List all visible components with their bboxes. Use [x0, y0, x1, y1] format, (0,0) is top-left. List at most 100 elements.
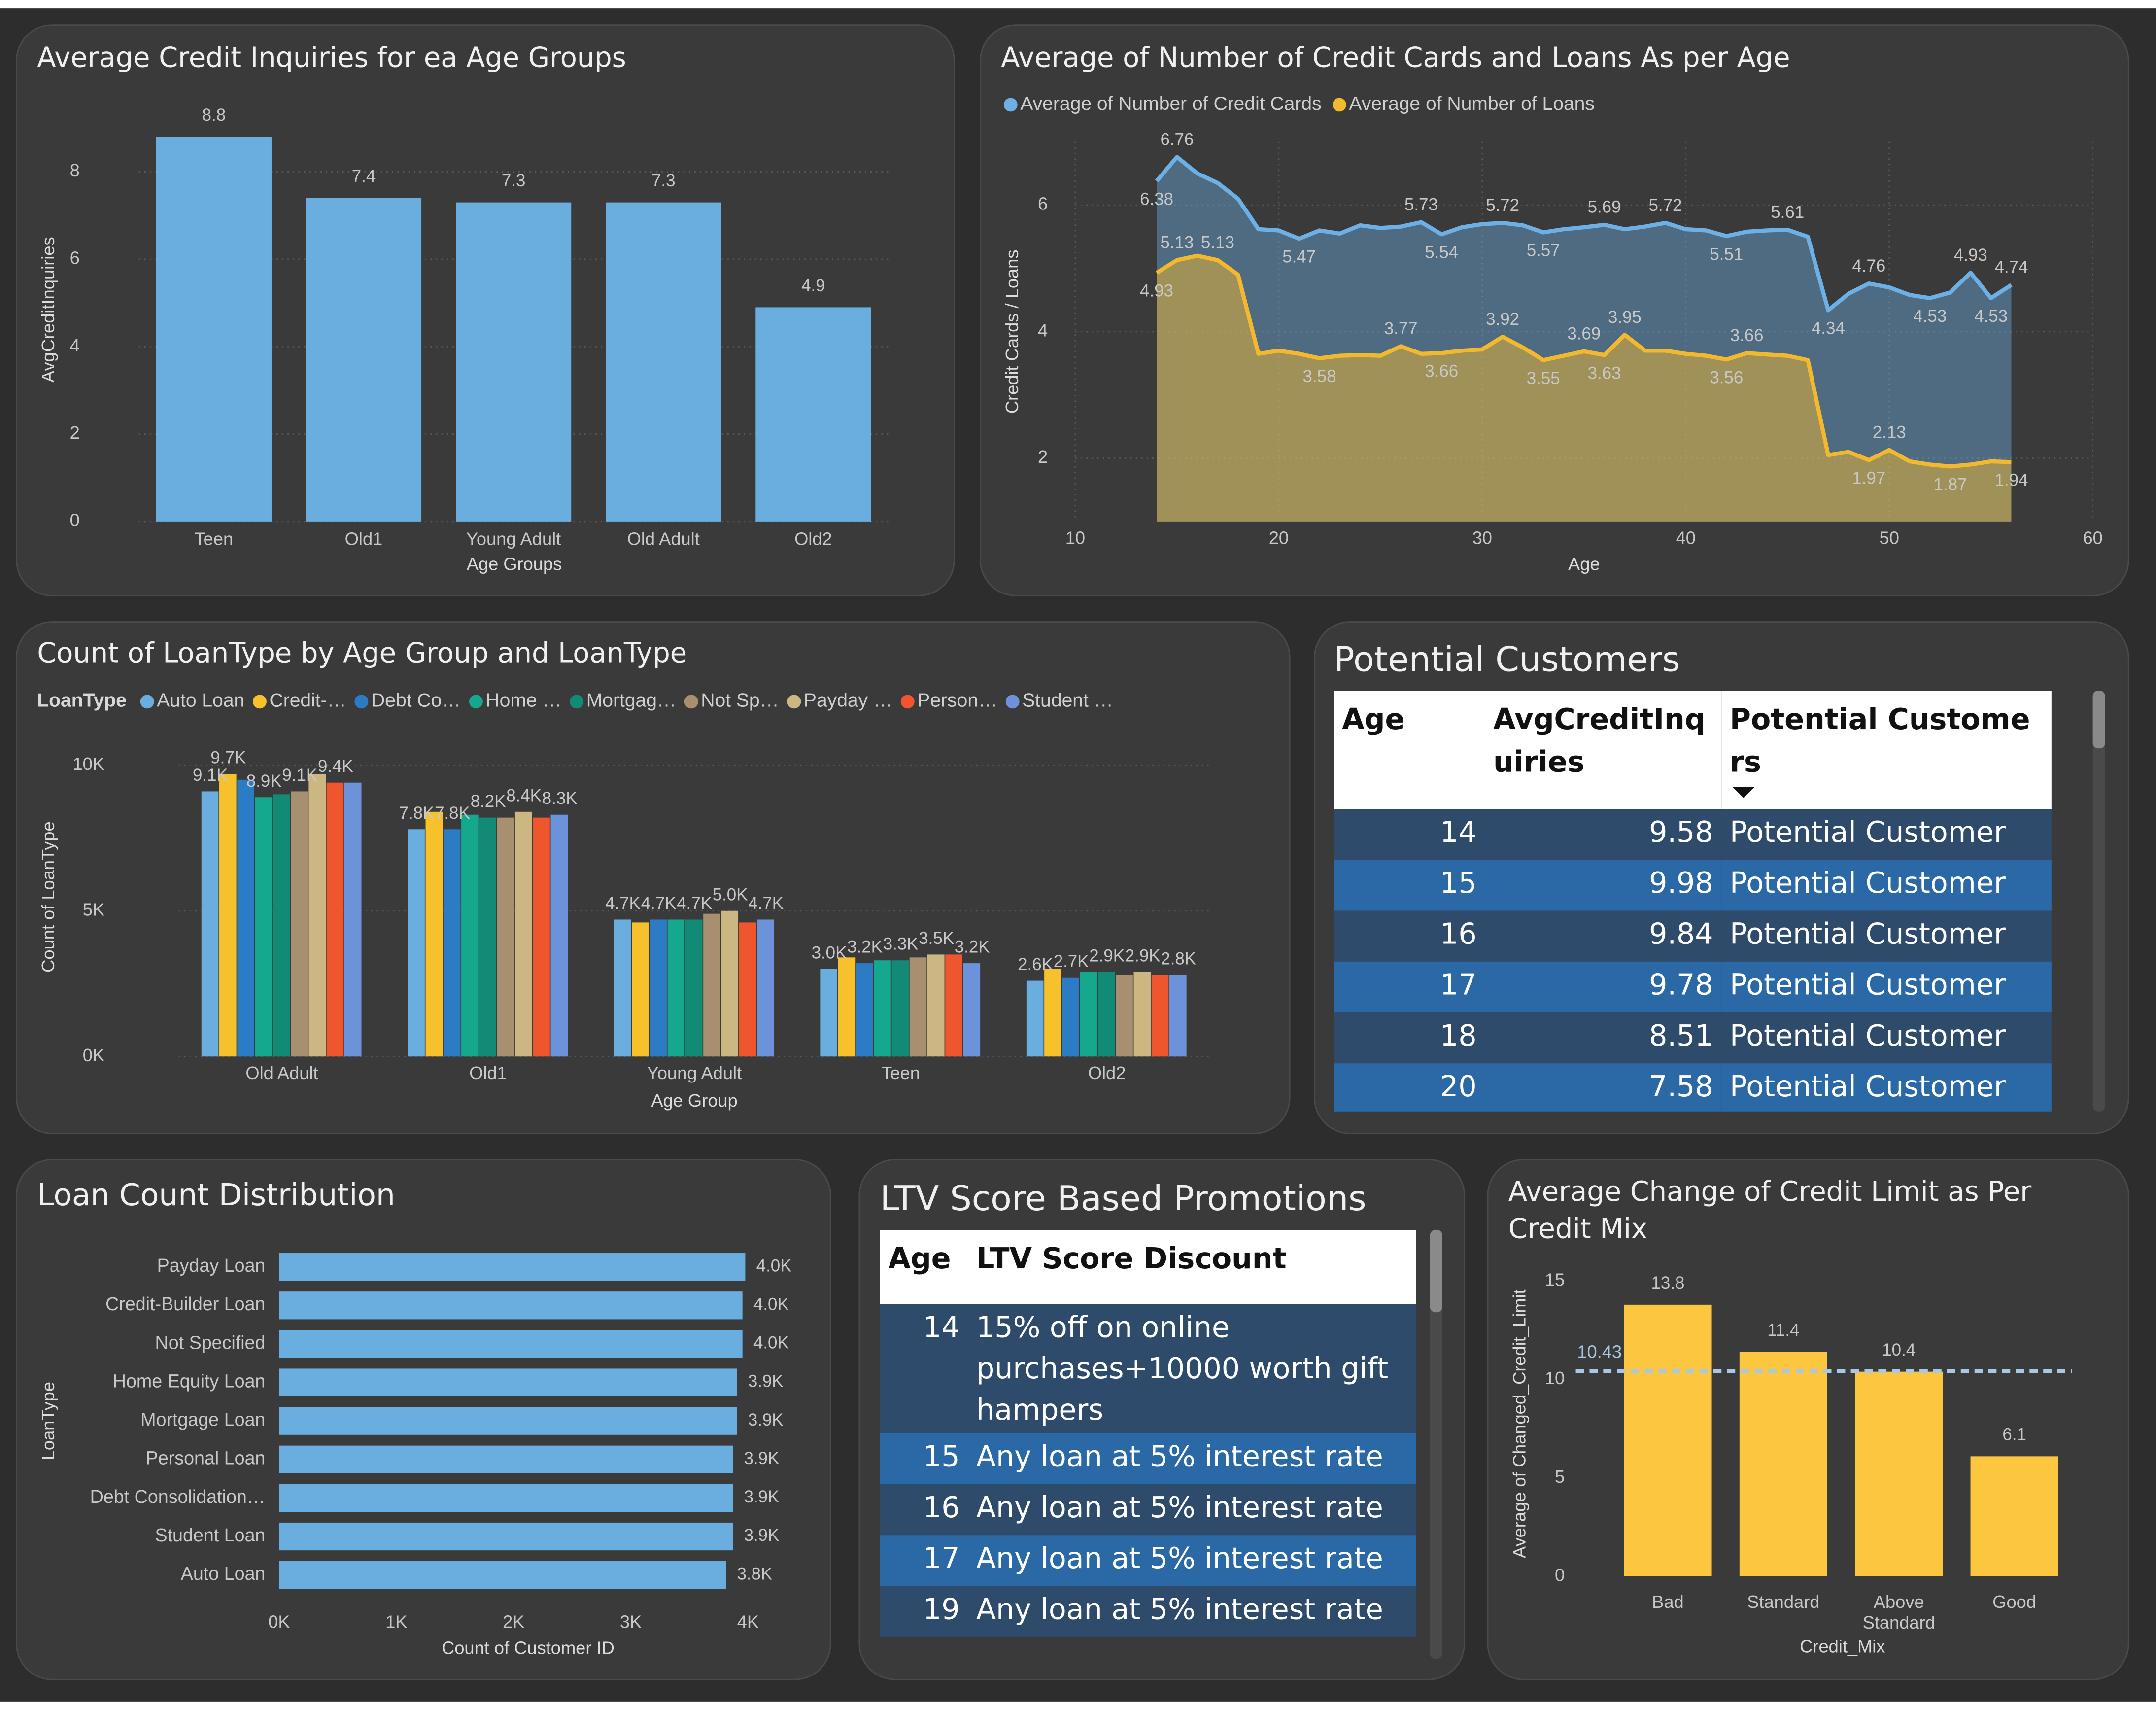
legend-label: Not Sp… [701, 690, 779, 711]
data-label: 2.9K [1089, 946, 1125, 965]
data-label: 5.51 [1710, 244, 1743, 264]
x-tick-label-box: Old Adult [627, 528, 700, 549]
data-label: 3.9K [744, 1449, 779, 1468]
y-tick-label: Not Specified [155, 1332, 266, 1353]
x-tick-label-box: Teen [195, 528, 234, 549]
table-row: 14 15% off on online purchases+10000 wort… [880, 1304, 1416, 1433]
bar [667, 919, 685, 1057]
legend-title: LoanType [37, 690, 127, 711]
data-label: 3.92 [1486, 310, 1519, 329]
y-tick-label: 5 [1555, 1466, 1565, 1487]
legend-marker [1332, 98, 1346, 112]
x-tick-label: Old Adult [627, 528, 700, 549]
table: Age LTV Score Discount 14 15% off on online… [880, 1229, 1416, 1637]
x-tick-label-box: Standard [1747, 1592, 1819, 1612]
data-label: 5.72 [1486, 196, 1519, 215]
legend-label: Student … [1022, 690, 1113, 711]
scrollbar-thumb[interactable] [1430, 1229, 1442, 1313]
bar [945, 954, 962, 1057]
bar [443, 829, 461, 1057]
chart-title: Loan Count Distribution [37, 1178, 395, 1213]
bar [756, 919, 774, 1057]
bar [255, 797, 273, 1057]
legend-label: Credit-… [270, 690, 346, 711]
x-tick-label-box: Above Standard [1863, 1592, 1935, 1633]
x-tick-label: 0K [268, 1611, 290, 1632]
data-label: 5.72 [1649, 196, 1682, 215]
x-tick-label: Old Adult [245, 1063, 318, 1083]
data-label: 7.3 [651, 171, 675, 190]
x-tick-label: Good [1992, 1591, 2036, 1612]
bar [279, 1407, 737, 1435]
data-label: 13.8 [1651, 1273, 1685, 1292]
data-label: 8.3K [542, 789, 578, 808]
table-viewport: Age AvgCreditInquiries Potential Customers… [1334, 691, 2052, 1112]
table-cell: 19 [880, 1586, 968, 1637]
table-cell: 9.58 [1485, 809, 1722, 860]
bar [1739, 1352, 1827, 1576]
x-tick-label: 1K [385, 1611, 407, 1632]
data-label: 5.61 [1771, 203, 1804, 222]
y-axis-title: LoanType [38, 1382, 58, 1460]
data-label: 7.8K [399, 803, 435, 823]
line [1155, 253, 2012, 469]
table-cell: Any loan at 5% interest rate [968, 1586, 1416, 1637]
data-label: 3.56 [1710, 368, 1743, 387]
scrollbar-thumb[interactable] [2092, 691, 2105, 749]
legend-label: Home … [485, 690, 561, 711]
x-tick-label: 50 [1880, 528, 1899, 548]
bar [219, 773, 237, 1057]
bar [1624, 1304, 1712, 1576]
data-label: 8.9K [246, 771, 282, 791]
legend-label: Auto Loan [157, 690, 244, 711]
x-axis-title: Age Group [651, 1090, 737, 1111]
legend-label: Average of Number of Credit Cards [1020, 93, 1321, 114]
column-header: LTV Score Discount [968, 1229, 1416, 1304]
data-label: 3.3K [883, 935, 919, 954]
bar [279, 1561, 726, 1589]
bar [279, 1445, 733, 1473]
bar [703, 913, 720, 1057]
table-cell: 15% off on online purchases+10000 worth … [968, 1304, 1416, 1433]
table-cell: Potential Customer [1721, 910, 2052, 962]
y-tick-label: 2 [70, 422, 80, 443]
bar [632, 922, 649, 1057]
data-label: 4.93 [1140, 281, 1173, 301]
data-label: 6.38 [1140, 190, 1173, 209]
y-tick-label: 2 [1038, 447, 1048, 467]
legend-marker [787, 695, 801, 709]
bar [1062, 977, 1080, 1057]
y-tick-label: Home Equity Loan [113, 1370, 266, 1391]
bar [237, 779, 254, 1057]
y-tick-label: Personal Loan [146, 1448, 266, 1468]
bar [291, 791, 308, 1057]
bar [1169, 975, 1187, 1057]
bar [425, 811, 443, 1057]
x-tick-label: 40 [1676, 528, 1696, 548]
y-tick-label: 0K [83, 1045, 104, 1065]
column-header: Potential Customers [1721, 691, 2052, 809]
y-tick-label: 10K [73, 754, 105, 774]
table-cell: 16 [880, 1484, 968, 1536]
legend-marker [570, 695, 584, 709]
x-axis-title: Age [1568, 554, 1600, 574]
chart-title: Average Change of Credit Limit as Per Cr… [1508, 1175, 2032, 1245]
y-axis-title: Average of Changed_Credit_Limit [1509, 1289, 1530, 1558]
table-cell: Potential Customer [1721, 961, 2052, 1012]
reference-label: 10.43 [1577, 1342, 1622, 1362]
bar [891, 960, 909, 1057]
scrollbar-track[interactable] [2092, 691, 2105, 1112]
table-cell: 20 [1334, 1063, 1485, 1112]
data-label: 1.94 [1995, 471, 2028, 490]
table-title: LTV Score Based Promotions [880, 1179, 1367, 1219]
data-label: 3.9K [748, 1410, 784, 1430]
y-tick-label: 8 [70, 160, 80, 180]
scrollbar-track[interactable] [1430, 1229, 1442, 1659]
x-tick-label: Old2 [794, 528, 832, 549]
bar [874, 960, 891, 1057]
data-label: 4.74 [1995, 258, 2028, 277]
x-axis-title: Credit_Mix [1800, 1637, 1885, 1657]
